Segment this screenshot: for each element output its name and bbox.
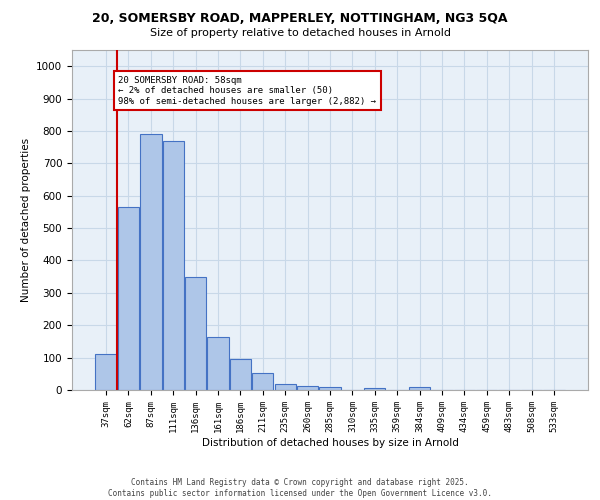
Bar bbox=[208, 336, 229, 390]
Bar bbox=[185, 276, 206, 390]
Bar bbox=[230, 358, 251, 390]
Bar bbox=[95, 354, 117, 390]
Bar bbox=[118, 207, 139, 390]
Y-axis label: Number of detached properties: Number of detached properties bbox=[20, 138, 31, 302]
Text: Contains HM Land Registry data © Crown copyright and database right 2025.
Contai: Contains HM Land Registry data © Crown c… bbox=[108, 478, 492, 498]
Bar bbox=[252, 373, 274, 390]
X-axis label: Distribution of detached houses by size in Arnold: Distribution of detached houses by size … bbox=[202, 438, 458, 448]
Bar bbox=[163, 140, 184, 390]
Text: Size of property relative to detached houses in Arnold: Size of property relative to detached ho… bbox=[149, 28, 451, 38]
Bar bbox=[297, 386, 318, 390]
Bar bbox=[275, 384, 296, 390]
Bar bbox=[319, 387, 341, 390]
Bar bbox=[140, 134, 161, 390]
Bar bbox=[409, 388, 430, 390]
Bar bbox=[364, 388, 385, 390]
Text: 20, SOMERSBY ROAD, MAPPERLEY, NOTTINGHAM, NG3 5QA: 20, SOMERSBY ROAD, MAPPERLEY, NOTTINGHAM… bbox=[92, 12, 508, 26]
Text: 20 SOMERSBY ROAD: 58sqm
← 2% of detached houses are smaller (50)
98% of semi-det: 20 SOMERSBY ROAD: 58sqm ← 2% of detached… bbox=[118, 76, 376, 106]
